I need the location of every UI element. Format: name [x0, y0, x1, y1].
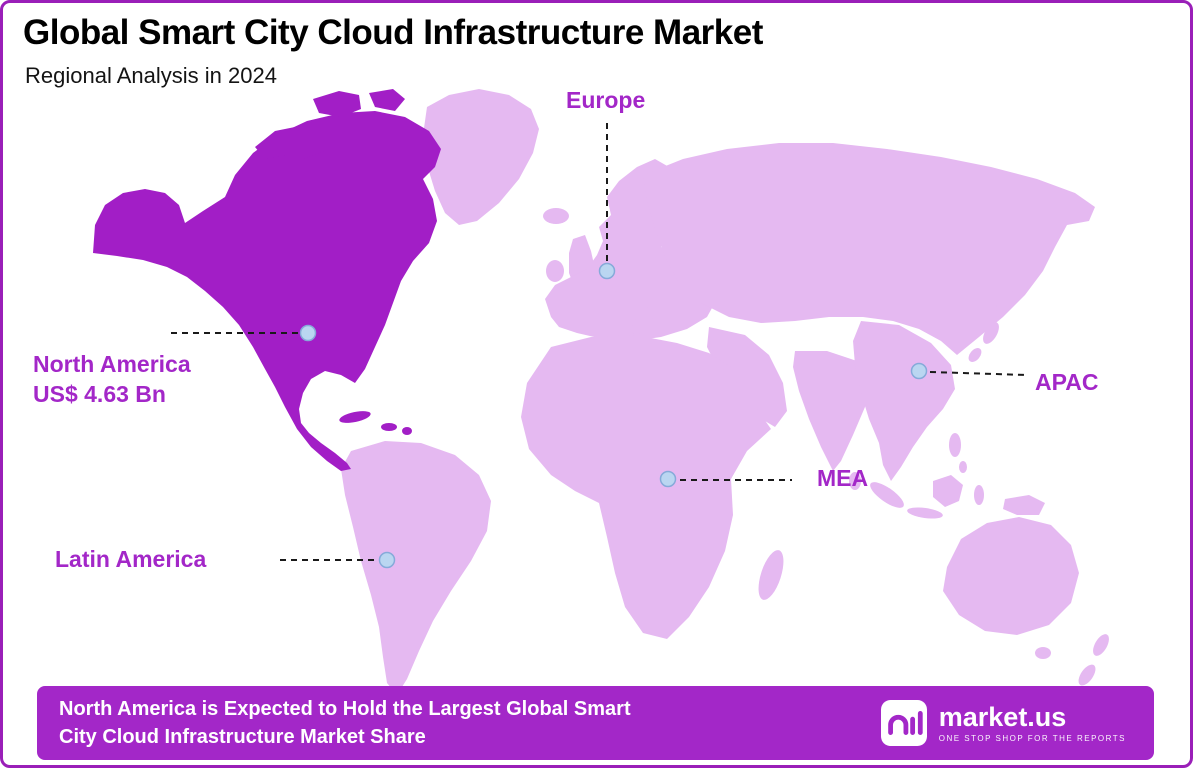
landmass-tasmania: [1035, 647, 1051, 659]
leader-line-apac: [929, 371, 1028, 376]
footer-note-line2: City Cloud Infrastructure Market Share: [59, 726, 426, 748]
footer-note-line1: North America is Expected to Hold the La…: [59, 697, 631, 720]
landmass-italy: [632, 307, 654, 335]
landmass-north-america-highlighted: [93, 111, 441, 471]
region-label-mea: MEA: [817, 465, 869, 491]
brand-name: market.us: [938, 701, 1067, 732]
north-america-value: US$ 4.63 Bn: [33, 381, 166, 407]
landmass-australia: [943, 517, 1079, 635]
brand-text: market.us ONE STOP SHOP FOR THE REPORTS: [938, 701, 1126, 744]
landmass-ireland: [546, 260, 564, 282]
landmass-africa: [521, 335, 771, 639]
islands-southeast-asia: [870, 433, 1045, 519]
footer-banner: North America is Expected to Hold the La…: [37, 686, 1154, 760]
marker-latin-america: [378, 551, 396, 569]
world-map: [93, 89, 1109, 695]
marker-north-america: [299, 324, 317, 342]
marker-europe: [598, 262, 616, 280]
landmass-india: [793, 351, 871, 471]
page-subtitle: Regional Analysis in 2024: [25, 63, 277, 88]
islands-caribbean: [339, 411, 412, 435]
marketus-logo-icon: [880, 700, 927, 746]
marker-mea: [659, 470, 677, 488]
region-label-europe: Europe: [566, 87, 646, 113]
islands-new-zealand: [1078, 634, 1109, 686]
islands-japan: [968, 289, 1014, 362]
landmass-middle-east: [707, 327, 787, 427]
marker-apac: [910, 362, 928, 380]
landmass-asia: [643, 143, 1095, 355]
region-label-latin-america: Latin America: [55, 546, 207, 572]
page-title: Global Smart City Cloud Infrastructure M…: [23, 13, 763, 52]
footer-note: North America is Expected to Hold the La…: [59, 695, 631, 752]
landmass-madagascar: [758, 550, 784, 600]
region-label-north-america: North America US$ 4.63 Bn: [33, 349, 191, 409]
islands-canadian-arctic: [255, 89, 405, 173]
landmass-sri-lanka: [849, 472, 861, 490]
brand-block: market.us ONE STOP SHOP FOR THE REPORTS: [880, 700, 1126, 746]
brand-tagline: ONE STOP SHOP FOR THE REPORTS: [938, 734, 1126, 744]
north-america-label: North America: [33, 351, 191, 377]
region-label-apac: APAC: [1035, 369, 1099, 395]
landmass-greenland: [423, 89, 539, 225]
landmass-south-america: [341, 441, 491, 695]
landmass-iceland: [543, 208, 569, 224]
landmass-east-asia: [853, 321, 955, 481]
